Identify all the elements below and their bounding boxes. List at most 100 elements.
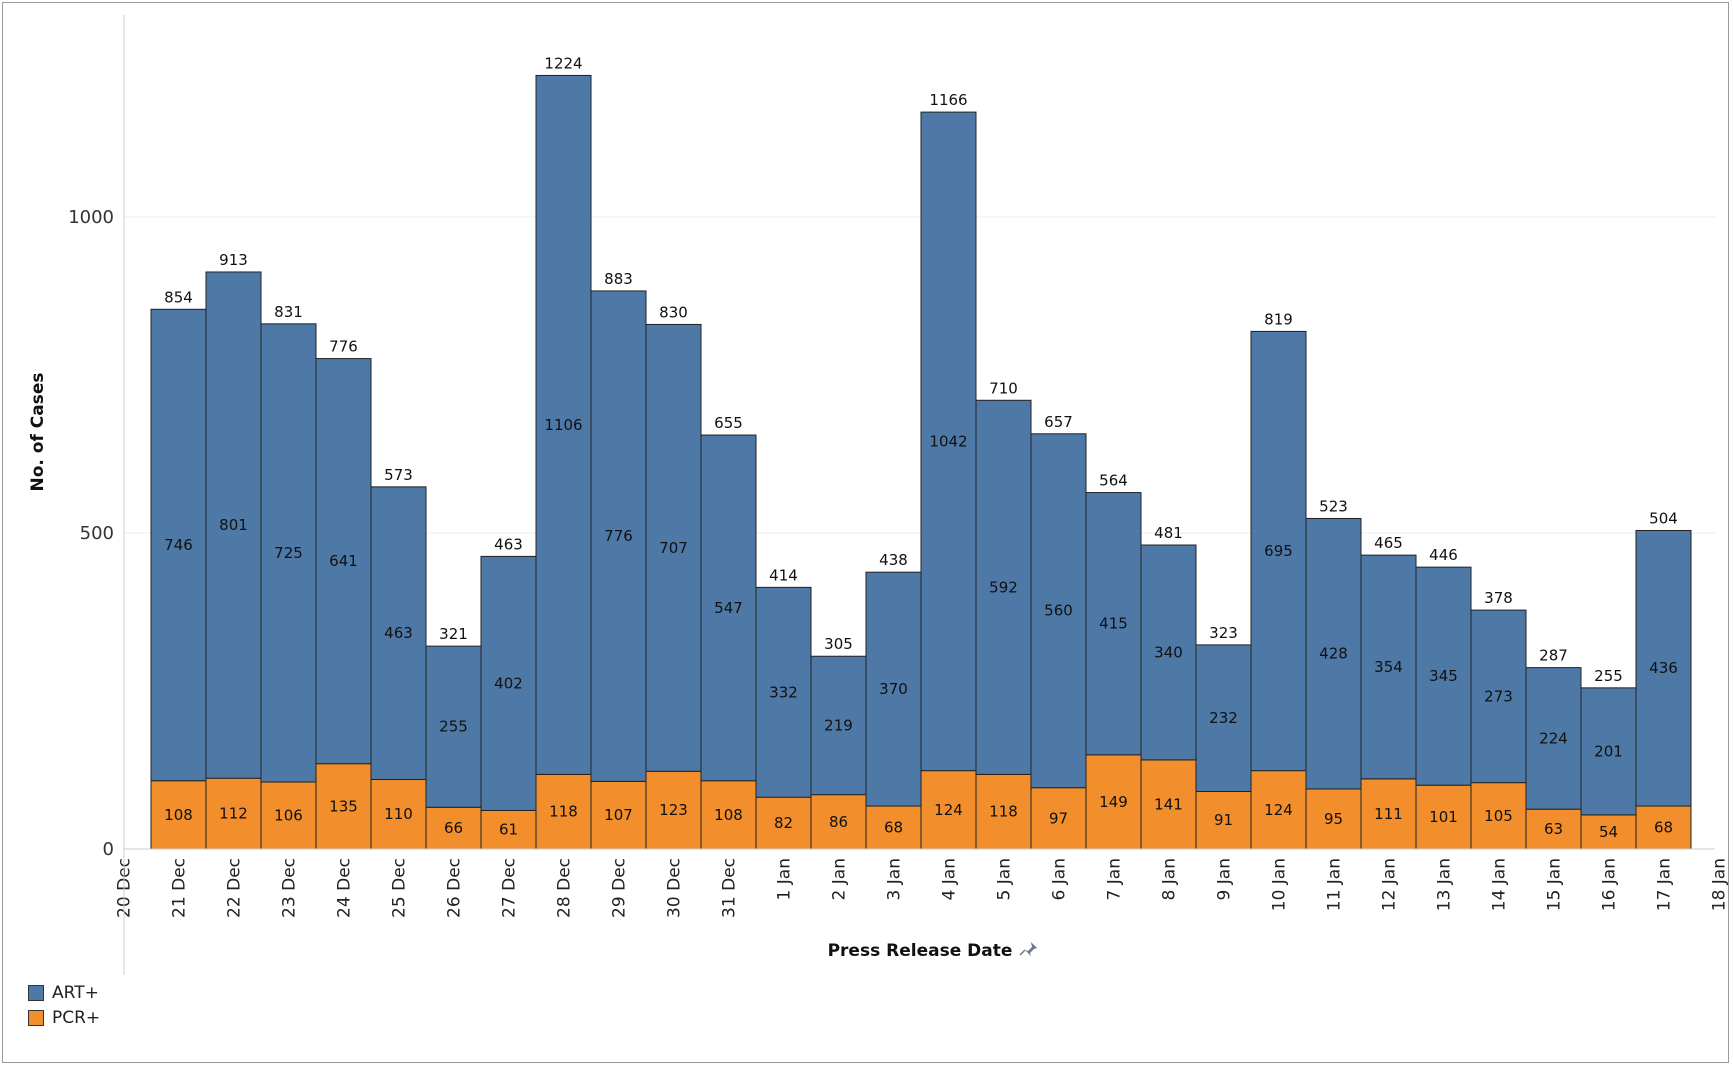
data-label-art: 1106 [544, 416, 582, 434]
bar-segment-art[interactable] [865, 571, 922, 807]
bar-segment-art[interactable] [535, 74, 592, 775]
x-tick-label: 5 Jan [995, 858, 1015, 900]
data-label-art: 725 [274, 544, 303, 562]
data-label-art: 232 [1209, 709, 1238, 727]
data-label-total: 504 [1649, 509, 1678, 527]
bar-segment-art[interactable] [975, 399, 1032, 775]
bar-segment-pcr[interactable] [975, 773, 1032, 850]
data-label-total: 913 [219, 251, 248, 269]
data-label-art: 370 [879, 680, 908, 698]
bar-segment-art[interactable] [1305, 517, 1362, 790]
x-tick-label: 30 Dec [665, 858, 685, 918]
data-label-total: 830 [659, 303, 688, 321]
bar-segment-art[interactable] [1250, 330, 1307, 772]
x-tick-label: 23 Dec [280, 858, 300, 918]
data-label-pcr: 141 [1154, 795, 1183, 813]
legend-item-art[interactable]: ART+ [28, 980, 100, 1005]
bar-segment-art[interactable] [1030, 433, 1087, 789]
bar-segment-art[interactable] [1195, 644, 1252, 792]
y-axis-title: No. of Cases [28, 373, 48, 492]
data-label-total: 323 [1209, 624, 1238, 642]
bar-segment-art[interactable] [205, 271, 262, 779]
legend-item-pcr[interactable]: PCR+ [28, 1005, 100, 1030]
data-label-art: 1042 [929, 432, 967, 450]
data-label-art: 463 [384, 624, 413, 642]
bar-segment-pcr[interactable] [1635, 805, 1692, 850]
x-tick-label: 14 Jan [1490, 858, 1510, 911]
x-tick-label: 18 Jan [1710, 858, 1730, 911]
bar-segment-art[interactable] [1525, 667, 1582, 810]
bar-segment-art[interactable] [755, 586, 812, 798]
data-label-pcr: 106 [274, 807, 303, 825]
x-tick-label: 10 Jan [1270, 858, 1290, 911]
bar-segment-pcr[interactable] [920, 770, 977, 850]
bar-segment-pcr[interactable] [480, 809, 537, 850]
legend-label-art: ART+ [52, 982, 99, 1003]
bar-segment-art[interactable] [315, 358, 372, 765]
x-tick-label: 7 Jan [1105, 858, 1125, 900]
bar-segment-art[interactable] [645, 323, 702, 772]
x-tick-label: 4 Jan [940, 858, 960, 900]
data-label-pcr: 61 [499, 821, 518, 839]
data-label-pcr: 111 [1374, 805, 1403, 823]
data-label-pcr: 101 [1429, 808, 1458, 826]
bars: 108 746 854 112 801 913 106 725 831 135 641 776 110 4… [150, 54, 1692, 850]
data-label-total: 710 [989, 379, 1018, 397]
bar-segment-pcr[interactable] [1085, 754, 1142, 850]
x-tick-label: 27 Dec [500, 858, 520, 918]
bar-segment-art[interactable] [425, 645, 482, 808]
data-label-pcr: 110 [384, 805, 413, 823]
bar-segment-art[interactable] [260, 323, 317, 783]
bar-segment-pcr[interactable] [370, 778, 427, 850]
bar-segment-pcr[interactable] [1195, 790, 1252, 850]
x-tick-label: 31 Dec [720, 858, 740, 918]
data-label-art: 746 [164, 536, 193, 554]
x-tick-label: 2 Jan [830, 858, 850, 900]
data-label-art: 345 [1429, 667, 1458, 685]
data-label-art: 201 [1594, 742, 1623, 760]
bar-segment-pcr[interactable] [150, 780, 207, 850]
bar-segment-art[interactable] [1635, 529, 1692, 807]
data-label-total: 523 [1319, 497, 1348, 515]
x-tick-label: 3 Jan [885, 858, 905, 900]
y-axis-ticks: 0 500 1000 [68, 207, 114, 860]
data-label-total: 378 [1484, 589, 1513, 607]
bar-segment-art[interactable] [1360, 554, 1417, 780]
data-label-total: 1224 [544, 54, 582, 72]
bar-segment-art[interactable] [810, 655, 867, 796]
pin-icon[interactable] [1019, 942, 1037, 956]
bar-segment-pcr[interactable] [1415, 784, 1472, 850]
data-label-pcr: 124 [1264, 801, 1293, 819]
data-label-total: 321 [439, 625, 468, 643]
data-label-total: 657 [1044, 413, 1073, 431]
bar-segment-pcr[interactable] [205, 777, 262, 850]
bar-segment-pcr[interactable] [1305, 788, 1362, 850]
data-label-pcr: 63 [1544, 820, 1563, 838]
bar-segment-art[interactable] [1580, 687, 1637, 816]
bar-segment-art[interactable] [1140, 544, 1197, 761]
bar-segment-pcr[interactable] [645, 770, 702, 850]
data-label-pcr: 123 [659, 801, 688, 819]
bar-segment-art[interactable] [370, 486, 427, 780]
data-label-pcr: 95 [1324, 810, 1343, 828]
x-tick-label: 9 Jan [1215, 858, 1235, 900]
bar-segment-art[interactable] [700, 434, 757, 782]
data-label-total: 883 [604, 270, 633, 288]
data-label-pcr: 91 [1214, 811, 1233, 829]
data-label-pcr: 108 [164, 806, 193, 824]
data-label-total: 255 [1594, 667, 1623, 685]
data-label-pcr: 68 [1654, 819, 1673, 837]
bar-segment-art[interactable] [590, 290, 647, 782]
data-label-art: 776 [604, 527, 633, 545]
data-label-total: 819 [1264, 310, 1293, 328]
bar-segment-art[interactable] [1415, 566, 1472, 786]
data-label-pcr: 118 [549, 803, 578, 821]
data-label-total: 1166 [929, 91, 967, 109]
bar-segment-art[interactable] [480, 555, 537, 811]
bar-segment-art[interactable] [1470, 609, 1527, 784]
data-label-art: 354 [1374, 658, 1403, 676]
data-label-pcr: 97 [1049, 809, 1068, 827]
legend-label-pcr: PCR+ [52, 1007, 101, 1028]
data-label-art: 402 [494, 674, 523, 692]
